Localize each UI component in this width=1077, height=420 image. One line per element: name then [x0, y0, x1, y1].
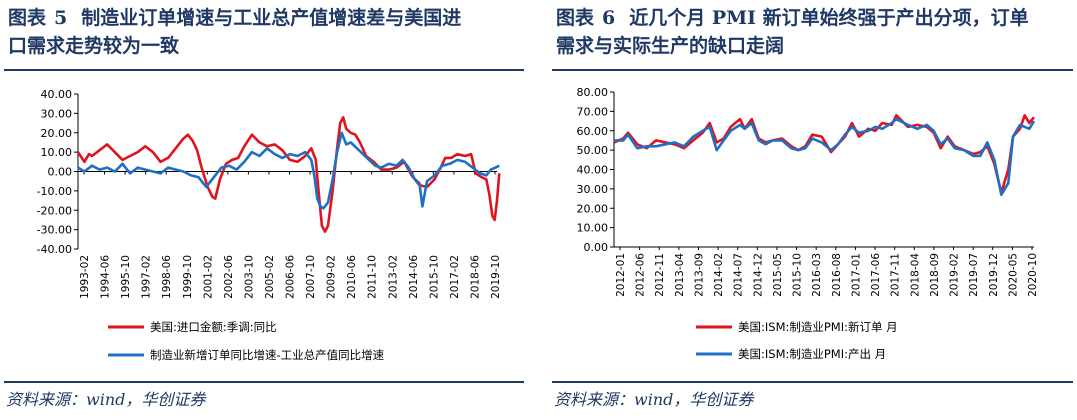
- x-tick-label: 2003-10: [243, 255, 255, 299]
- figure-5-title: 图表 5 制造业订单增速与工业总产值增速差与美国进 口需求走势较为一致: [8, 4, 524, 60]
- y-tick-label: 10.00: [577, 222, 609, 235]
- y-tick-label: 20.00: [41, 127, 73, 140]
- figure-6-title-line2: 需求与实际生产的缺口走阔: [556, 35, 785, 57]
- legend-label-1: 美国:ISM:制造业PMI:新订单 月: [738, 320, 898, 334]
- figure-6-chart: 80.00 70.00 60.00 50.00 40.00 30.00 20.00 10.00…: [577, 86, 1040, 361]
- y-tick-label: 50.00: [577, 144, 609, 157]
- x-tick-label: 2017-02: [449, 255, 461, 299]
- y-tick-label: 60.00: [577, 125, 609, 138]
- x-tick-label: 2018-09: [929, 253, 941, 297]
- x-tick-label: 2019-02: [949, 253, 961, 297]
- figure-5-title-line2: 口需求走势较为一致: [8, 35, 180, 57]
- figure-5-bottom-rule: [4, 381, 524, 383]
- y-tick-label: -10.00: [37, 185, 72, 198]
- x-tick-label: 2013-04: [674, 253, 686, 297]
- figure-5-title-line1: 制造业订单增速与工业总产值增速差与美国进: [81, 7, 462, 29]
- y-tick-label: 30.00: [41, 107, 73, 120]
- x-tick-label: 2019-07: [968, 253, 980, 297]
- y-tick-label: -40.00: [37, 243, 72, 256]
- figure-5-top-rule: [4, 69, 524, 71]
- x-tick-label: 2014-07: [733, 253, 745, 297]
- y-tick-label: -30.00: [37, 224, 72, 237]
- figure-5-prefix: 图表: [8, 7, 47, 29]
- x-tick-label: 2007-10: [305, 255, 317, 299]
- x-tick-label: 2012-01: [615, 253, 627, 297]
- figure-5-chart: 40.00 30.00 20.00 10.00 0.00 -10.00 -20.00 -30.…: [37, 88, 502, 362]
- x-tick-label: 2019-10: [490, 255, 502, 299]
- x-tick-label: 2014-06: [408, 255, 420, 299]
- legend-label-2: 制造业新增订单同比增速-工业总产值同比增速: [150, 348, 385, 362]
- y-tick-label: 0.00: [48, 166, 73, 179]
- x-tick-label: 2017-01: [850, 253, 862, 297]
- x-tick-label: 2016-03: [811, 253, 823, 297]
- x-tick-label: 2015-05: [772, 253, 784, 297]
- x-tick-label: 2016-08: [831, 253, 843, 297]
- x-tick-label: 2014-12: [752, 253, 764, 297]
- y-tick-label: 40.00: [577, 164, 609, 177]
- figure-6-source: 资料来源：wind，华创证券: [554, 390, 754, 409]
- x-tick-label: 2013-02: [387, 255, 399, 299]
- figure-5-source: 资料来源：wind，华创证券: [6, 390, 206, 409]
- x-tick-label: 2001-02: [202, 255, 214, 299]
- x-tick-label: 2015-10: [428, 255, 440, 299]
- x-tick-label: 2013-09: [693, 253, 705, 297]
- figure-5-number: 5: [54, 7, 68, 29]
- x-tick-label: 2009-02: [326, 255, 338, 299]
- figure-6-title-line1: 近几个月 PMI 新订单始终强于产出分项，订单: [629, 7, 1029, 29]
- y-tick-label: -20.00: [37, 204, 72, 217]
- x-tick-label: 2019-12: [988, 253, 1000, 297]
- figure-6-prefix: 图表: [556, 7, 595, 29]
- x-tick-label: 2006-06: [285, 255, 297, 299]
- y-tick-label: 30.00: [577, 183, 609, 196]
- series-line-2: [77, 131, 500, 210]
- y-tick-label: 10.00: [41, 146, 73, 159]
- figure-6-bottom-rule: [552, 381, 1073, 383]
- x-tick-label: 1999-10: [182, 255, 194, 299]
- x-tick-label: 2005-02: [264, 255, 276, 299]
- figure-6-title: 图表 6 近几个月 PMI 新订单始终强于产出分项，订单 需求与实际生产的缺口走阔: [556, 4, 1073, 60]
- x-tick-label: 2020-05: [1007, 253, 1019, 297]
- x-tick-label: 2017-06: [870, 253, 882, 297]
- x-tick-label: 2015-10: [792, 253, 804, 297]
- y-tick-label: 80.00: [577, 86, 609, 99]
- x-tick-label: 1997-02: [141, 255, 153, 299]
- x-tick-label: 2002-06: [223, 255, 235, 299]
- x-tick-label: 1994-06: [100, 255, 112, 299]
- y-tick-label: 0.00: [584, 241, 609, 254]
- series-line-1: [76, 116, 501, 233]
- legend-label-1: 美国:进口金额:季调:同比: [150, 320, 277, 334]
- y-tick-label: 20.00: [577, 202, 609, 215]
- x-tick-label: 1998-06: [161, 255, 173, 299]
- x-tick-label: 2018-06: [469, 255, 481, 299]
- x-tick-label: 2020-10: [1027, 253, 1039, 297]
- x-tick-label: 2011-10: [367, 255, 379, 299]
- x-tick-label: 2010-06: [346, 255, 358, 299]
- figure-6-number: 6: [602, 7, 616, 29]
- figure-6-panel: 图表 6 近几个月 PMI 新订单始终强于产出分项，订单 需求与实际生产的缺口走阔 …: [548, 0, 1077, 420]
- x-tick-label: 2018-04: [909, 253, 921, 297]
- figure-5-panel: 图表 5 制造业订单增速与工业总产值增速差与美国进 口需求走势较为一致 40.00 3…: [0, 0, 528, 420]
- figure-6-top-rule: [552, 69, 1073, 71]
- x-tick-label: 2014-02: [713, 253, 725, 297]
- legend-label-2: 美国:ISM:制造业PMI:产出 月: [738, 347, 886, 361]
- x-tick-label: 1993-02: [79, 255, 91, 299]
- y-tick-label: 40.00: [41, 88, 73, 101]
- x-tick-label: 2017-11: [890, 253, 902, 297]
- series-line-2: [614, 117, 1036, 196]
- x-tick-label: 2012-11: [654, 253, 666, 297]
- x-tick-label: 2012-06: [635, 253, 647, 297]
- y-tick-label: 70.00: [577, 105, 609, 118]
- x-tick-label: 1995-10: [120, 255, 132, 299]
